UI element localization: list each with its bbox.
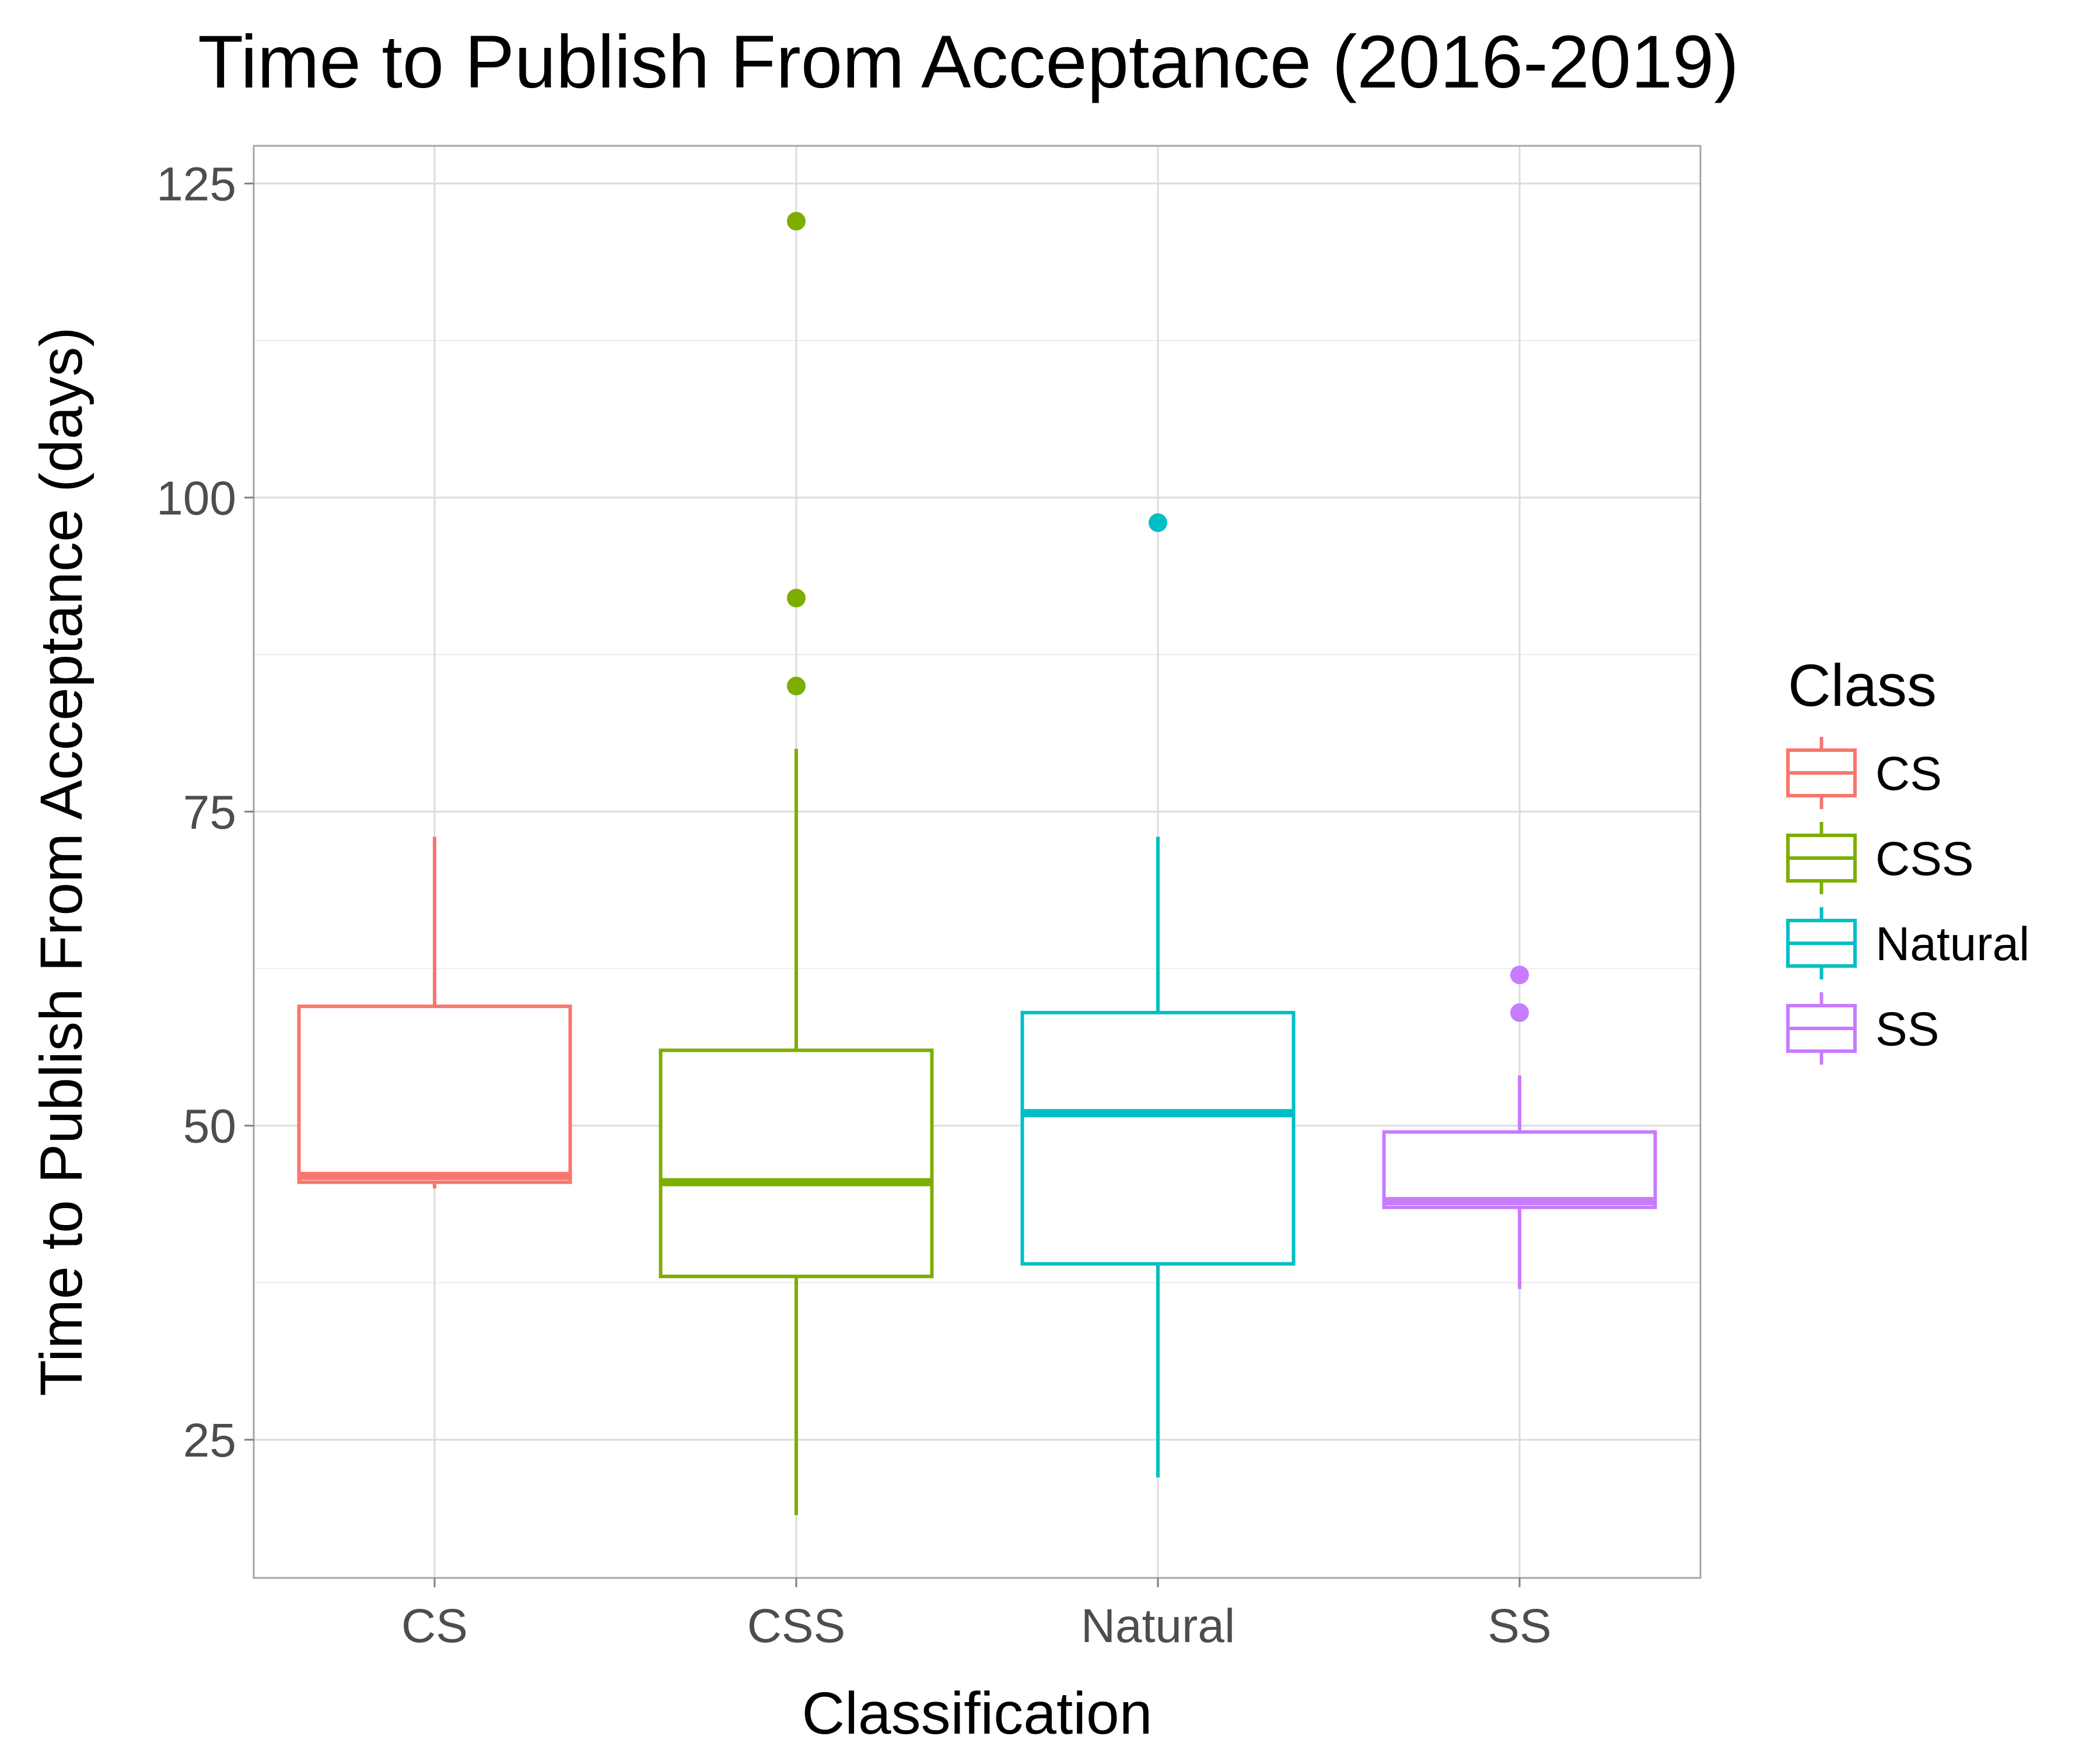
x-tick-label: SS [1488,1600,1551,1653]
legend-title: Class [1788,652,1937,719]
outlier-point [787,677,806,696]
outlier-point [787,212,806,231]
x-axis-title: Classification [802,1680,1153,1746]
legend-entry-css: CSS [1786,822,1974,894]
legend: Class CS CSS Natural SS [1786,652,2029,1065]
legend-label: SS [1875,1003,1939,1056]
y-tick-label: 100 [156,472,236,525]
boxplot-cs [297,836,572,1189]
outlier-point [1149,513,1167,533]
legend-label: CS [1875,747,1942,800]
grid-layer [254,146,1700,1578]
legend-entry-ss: SS [1786,992,1939,1065]
x-tick-label: CS [401,1600,468,1653]
legend-label: Natural [1875,918,2029,971]
y-tick-label: 25 [183,1414,236,1467]
x-tick-label: Natural [1081,1600,1235,1653]
outlier-point [1510,1003,1529,1022]
boxplot-css [659,212,934,1516]
box [297,1005,572,1184]
box [1382,1130,1657,1209]
box-layer [297,212,1657,1516]
y-tick-label: 125 [156,158,236,211]
boxplot-ss [1382,965,1657,1289]
y-tick-label: 75 [183,786,236,839]
chart-title: Time to Publish From Acceptance (2016-20… [198,20,1739,104]
box [659,1048,934,1279]
x-tick-label: CSS [747,1600,846,1653]
axis-layer: 25 50 75 100 125 CS CSS Natural SS [156,158,1552,1653]
legend-label: CSS [1875,832,1974,886]
outlier-point [787,589,806,608]
legend-entry-cs: CS [1786,737,1942,809]
y-axis-title: Time to Publish From Acceptance (days) [28,327,94,1396]
box [1020,1010,1296,1266]
y-tick-label: 50 [183,1100,236,1153]
panel-border [253,145,1702,1579]
legend-entry-natural: Natural [1786,907,2029,979]
boxplot-natural [1020,513,1296,1478]
outlier-point [1510,965,1529,985]
